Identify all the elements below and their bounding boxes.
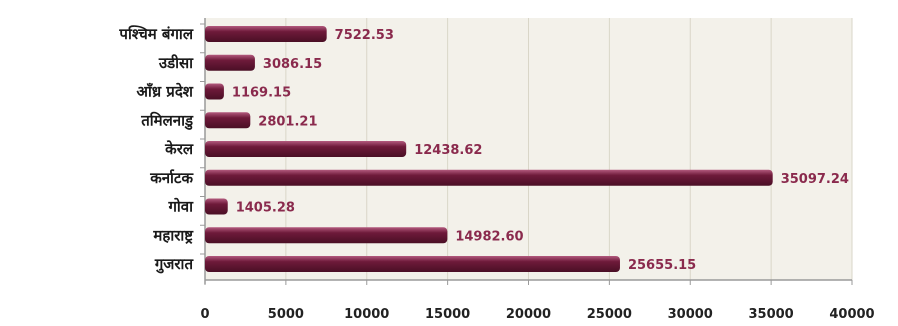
value-label: 35097.24 (781, 172, 849, 187)
category-label: कर्नाटक (149, 169, 194, 187)
x-tick-label: 30000 (668, 307, 713, 322)
x-tick-label: 0 (200, 307, 209, 322)
x-tick-label: 25000 (587, 307, 632, 322)
x-tick-label: 40000 (829, 307, 874, 322)
value-label: 1405.28 (236, 201, 295, 216)
bar (205, 227, 448, 244)
category-labels: पश्चिम बंगाल उडीसा आँध्र प्रदेश तमिलनाडु केर… (118, 23, 205, 274)
value-label: 14982.60 (455, 229, 523, 244)
value-label: 1169.15 (232, 86, 291, 101)
x-tick-label: 20000 (506, 307, 551, 322)
value-label: 3086.15 (263, 57, 322, 72)
category-label: तमिलनाडु (140, 111, 194, 130)
category-label: गुजरात (154, 255, 195, 274)
bar (205, 198, 228, 215)
category-label: महाराष्ट्र (152, 226, 194, 244)
value-labels: 7522.53 3086.15 1169.15 2801.21 12438.62 3509… (232, 28, 849, 273)
x-tick-label: 15000 (425, 307, 470, 322)
bar (205, 83, 224, 100)
bar (205, 54, 255, 71)
x-tick-label: 5000 (268, 307, 304, 322)
bars (205, 26, 773, 272)
category-label: केरल (164, 140, 194, 158)
value-label: 2801.21 (258, 114, 317, 129)
category-label: पश्चिम बंगाल (118, 25, 193, 43)
category-label: आँध्र प्रदेश (137, 83, 194, 101)
category-label: उडीसा (158, 54, 194, 72)
bar (205, 26, 327, 42)
value-label: 7522.53 (335, 28, 394, 43)
category-label: गोवा (167, 198, 194, 216)
bar (205, 112, 251, 129)
bar (205, 256, 620, 272)
bar (205, 169, 773, 186)
value-label: 12438.62 (414, 143, 482, 158)
x-tick-labels: 0 5000 10000 15000 20000 25000 30000 35000 40000 (200, 280, 875, 322)
bar (205, 141, 407, 157)
x-tick-label: 35000 (749, 307, 794, 322)
x-tick-label: 10000 (344, 307, 389, 322)
value-label: 25655.15 (628, 258, 696, 273)
